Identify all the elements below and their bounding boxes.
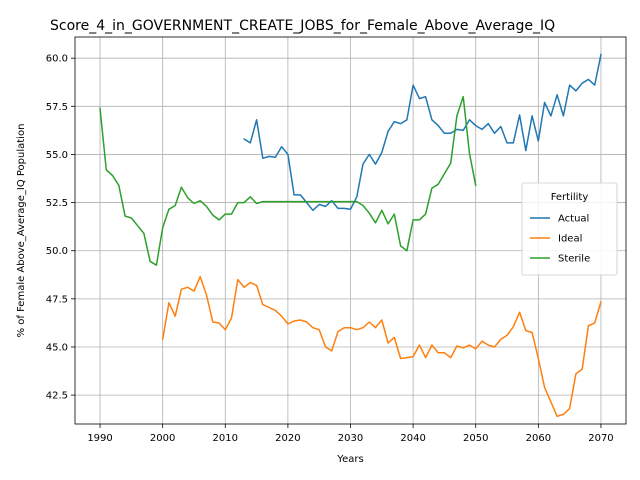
chart-title: Score_4_in_GOVERNMENT_CREATE_JOBS_for_Fe… bbox=[50, 18, 555, 34]
x-tick-label: 2020 bbox=[275, 433, 300, 444]
legend-label-actual: Actual bbox=[558, 214, 589, 225]
x-tick-label: 2070 bbox=[588, 433, 613, 444]
y-tick-label: 50.0 bbox=[46, 246, 68, 257]
legend-label-ideal: Ideal bbox=[558, 234, 582, 245]
series-line-sterile bbox=[99, 95, 477, 266]
y-tick-label: 57.5 bbox=[46, 102, 68, 113]
y-tick-label: 52.5 bbox=[46, 198, 68, 209]
legend-entries: Actual Ideal Sterile bbox=[530, 214, 590, 265]
y-tick-label: 60.0 bbox=[46, 54, 68, 65]
y-tick-label: 42.5 bbox=[46, 391, 68, 402]
legend-box bbox=[521, 182, 618, 276]
legend-label-sterile: Sterile bbox=[558, 254, 590, 265]
x-axis: 1990 2000 2010 2020 2030 2040 2050 2060 2070 bbox=[87, 424, 614, 444]
legend-title: Fertility bbox=[551, 192, 589, 203]
x-tick-label: 2050 bbox=[463, 433, 488, 444]
x-tick-label: 1990 bbox=[87, 433, 112, 444]
x-tick-label: 2040 bbox=[400, 433, 425, 444]
y-tick-label: 47.5 bbox=[46, 294, 68, 305]
x-tick-label: 2060 bbox=[526, 433, 551, 444]
x-tick-label: 2030 bbox=[338, 433, 363, 444]
y-tick-label: 55.0 bbox=[46, 150, 68, 161]
series-line-ideal bbox=[161, 275, 602, 418]
y-axis-label: % of Female Above_Average_IQ Population bbox=[16, 124, 27, 338]
series-line-actual bbox=[243, 53, 602, 212]
y-tick-label: 45.0 bbox=[46, 342, 68, 353]
x-tick-label: 2010 bbox=[213, 433, 238, 444]
y-axis: 42.5 45.0 47.5 50.0 52.5 55.0 57.5 60.0 bbox=[46, 54, 75, 402]
x-axis-label: Years bbox=[336, 454, 363, 465]
legend: Fertility Actual Ideal Sterile bbox=[521, 182, 618, 276]
series-layer bbox=[99, 53, 602, 418]
x-tick-label: 2000 bbox=[150, 433, 175, 444]
